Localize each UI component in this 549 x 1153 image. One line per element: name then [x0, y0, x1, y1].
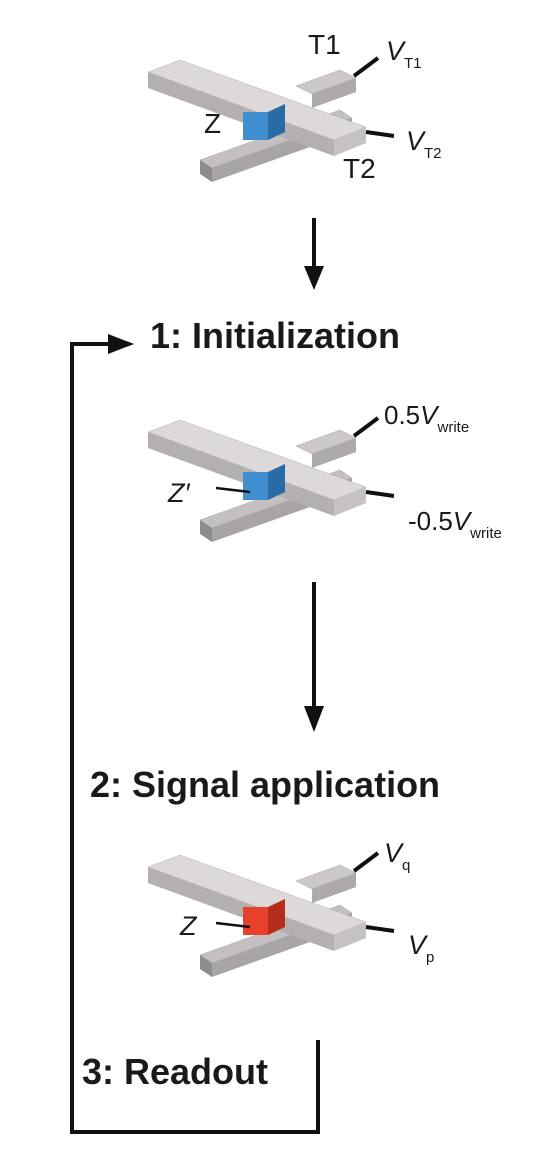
- terminal-line-top: [352, 56, 380, 78]
- voltage-sub-write-bottom: write: [469, 525, 502, 542]
- electrode-label-t1: T1: [308, 29, 341, 60]
- device-init: [147, 416, 395, 543]
- element-pointer-line: [215, 486, 251, 494]
- device-top: T1 T2 Z VT1 VT2: [147, 29, 442, 184]
- svg-text:Vq: Vq: [384, 838, 410, 874]
- device-signal: [147, 851, 395, 978]
- voltage-sub-q: q: [402, 857, 410, 874]
- voltage-sub-p: p: [426, 949, 434, 966]
- svg-text:-0.5Vwrite: -0.5Vwrite: [408, 506, 502, 542]
- voltage-sub-t1: T1: [404, 55, 422, 72]
- voltage-label-vp: V: [408, 930, 429, 960]
- step-initialization-label: 1: Initialization: [150, 315, 400, 356]
- memory-element-top: [243, 104, 285, 140]
- feedback-loop-arrow: [70, 334, 320, 1134]
- element-label-z-signal: Z: [179, 911, 198, 941]
- voltage-prefix-bottom: -0.5: [408, 506, 453, 536]
- voltage-sub-t2: T2: [424, 145, 442, 162]
- svg-text:0.5Vwrite: 0.5Vwrite: [384, 400, 469, 436]
- voltage-label-write-top: V: [420, 400, 440, 430]
- svg-text:Vp: Vp: [408, 930, 434, 966]
- flow-arrow-1: [304, 218, 324, 290]
- voltage-label-write-bottom: V: [453, 506, 473, 536]
- step-signal-application-label: 2: Signal application: [90, 764, 440, 805]
- step-readout-label: 3: Readout: [82, 1051, 268, 1092]
- voltage-prefix-top: 0.5: [384, 400, 420, 430]
- electrode-label-t2: T2: [343, 153, 376, 184]
- svg-text:VT1: VT1: [386, 36, 422, 72]
- voltage-label-vt1: V: [386, 36, 407, 66]
- flow-arrow-2: [304, 582, 324, 732]
- element-label-z: Z: [204, 108, 221, 139]
- voltage-sub-write-top: write: [437, 419, 470, 436]
- element-label-z-prime: Z′: [167, 478, 190, 508]
- voltage-label-vq: V: [384, 838, 405, 868]
- svg-text:VT2: VT2: [406, 126, 442, 162]
- voltage-label-vt2: V: [406, 126, 427, 156]
- terminal-line-bottom: [365, 130, 395, 138]
